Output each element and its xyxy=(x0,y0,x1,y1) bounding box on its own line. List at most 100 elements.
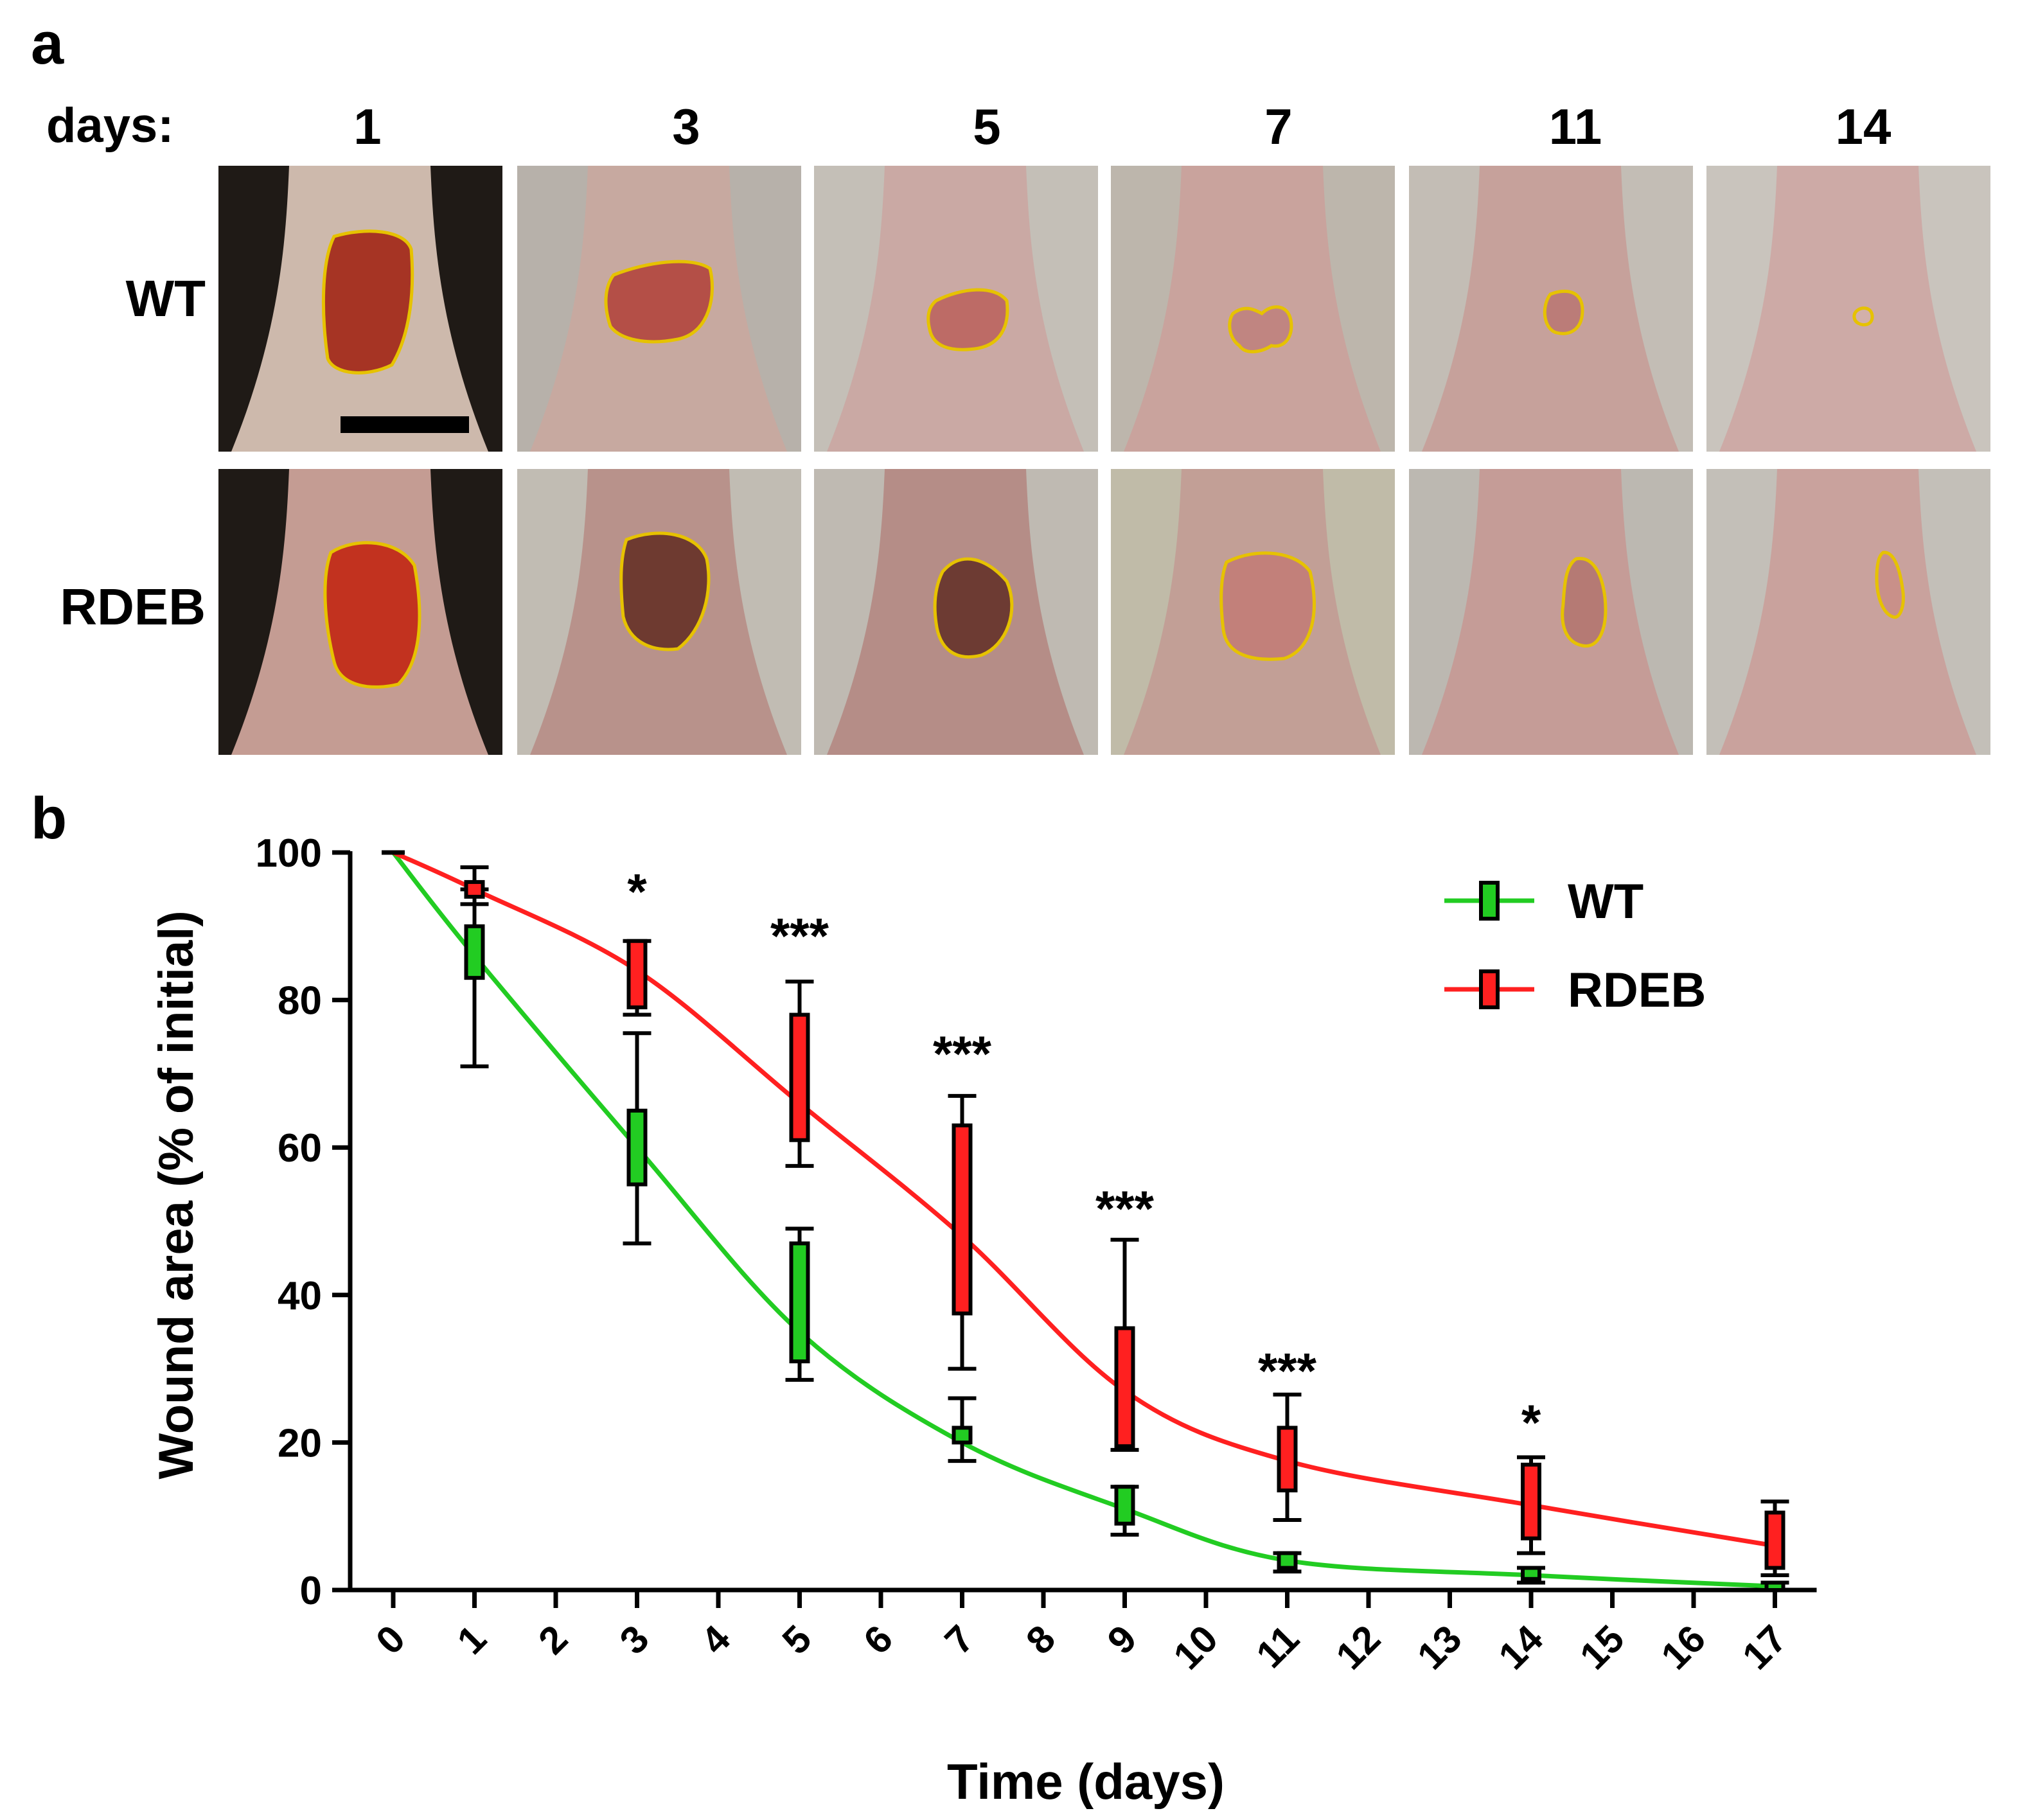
wound-photo xyxy=(218,166,502,452)
wound-outline xyxy=(1228,305,1293,353)
x-tick-label: 6 xyxy=(855,1617,901,1663)
box-plot-rdeb xyxy=(460,865,489,906)
y-tick-label: 20 xyxy=(278,1421,322,1465)
y-tick-label: 0 xyxy=(300,1569,322,1613)
significance-star: *** xyxy=(770,907,829,964)
wound-photo xyxy=(517,166,801,452)
y-tick-label: 60 xyxy=(278,1126,322,1171)
box xyxy=(1764,1580,1785,1593)
box xyxy=(952,1426,973,1445)
x-tick-label: 16 xyxy=(1653,1617,1714,1678)
x-tick-label: 15 xyxy=(1572,1617,1633,1678)
wound-photo xyxy=(1409,469,1693,755)
wound-photo xyxy=(814,469,1098,755)
x-tick-label: 8 xyxy=(1018,1617,1063,1663)
x-tick-label: 4 xyxy=(693,1616,738,1662)
box-plot-rdeb xyxy=(1760,1499,1789,1578)
wound-outline xyxy=(323,541,421,689)
box xyxy=(1764,1510,1785,1570)
x-tick-label: 13 xyxy=(1409,1617,1470,1678)
box xyxy=(1114,1485,1135,1526)
box-plot-wt xyxy=(1517,1566,1545,1585)
x-tick-label: 14 xyxy=(1491,1616,1552,1677)
x-tick-label: 12 xyxy=(1328,1617,1389,1678)
x-tick-label: 5 xyxy=(774,1617,820,1663)
x-tick-label: 11 xyxy=(1248,1617,1307,1676)
row-label-rdeb: RDEB xyxy=(60,578,206,635)
scale-bar xyxy=(341,416,469,433)
box-plot-wt xyxy=(1273,1551,1302,1574)
wound-photo xyxy=(814,166,1098,452)
box-plot-rdeb xyxy=(1273,1392,1302,1522)
x-tick-label: 2 xyxy=(530,1617,576,1663)
box xyxy=(626,939,648,1010)
wound-outline xyxy=(619,531,711,651)
wound-outline xyxy=(1875,551,1905,619)
box-plot-wt xyxy=(1760,1580,1789,1593)
x-axis-label: Time (days) xyxy=(947,1753,1225,1810)
significance-star: *** xyxy=(933,1025,992,1082)
legend-label: RDEB xyxy=(1568,963,1706,1018)
significance-star: * xyxy=(1521,1394,1541,1451)
significance-markers: ************** xyxy=(627,863,1541,1451)
wound-photo xyxy=(1111,469,1395,755)
wound-photo xyxy=(218,469,502,755)
legend-label: WT xyxy=(1568,874,1643,929)
day-header: 5 xyxy=(973,98,1001,155)
x-tick-label: 9 xyxy=(1099,1617,1145,1663)
wound-outline xyxy=(926,288,1009,351)
wound-photo xyxy=(1409,166,1693,452)
box xyxy=(626,1108,648,1187)
x-tick-label: 3 xyxy=(612,1617,657,1663)
mouse-limb xyxy=(1719,469,1976,755)
box-plot-rdeb xyxy=(1517,1455,1545,1555)
days-label: days: xyxy=(46,98,174,153)
wound-outline xyxy=(604,260,714,344)
significance-star: * xyxy=(627,863,647,919)
box xyxy=(952,1123,973,1316)
wound-outline xyxy=(1543,289,1584,335)
legend-box xyxy=(1479,969,1500,1009)
significance-star: *** xyxy=(1095,1180,1155,1237)
box-plot-wt xyxy=(785,1226,814,1382)
box xyxy=(464,924,485,980)
wound-outline xyxy=(933,557,1014,659)
wound-photo xyxy=(1706,166,1990,452)
wound-outline xyxy=(321,229,414,375)
box xyxy=(1521,1566,1541,1581)
x-tick-label: 7 xyxy=(937,1617,982,1663)
box-plot-rdeb xyxy=(785,979,814,1168)
wound-outline xyxy=(1219,551,1316,661)
box-plot-wt xyxy=(1110,1485,1139,1537)
x-tick-label: 0 xyxy=(368,1617,413,1663)
mouse-limb xyxy=(1719,166,1976,452)
day-header: 7 xyxy=(1264,98,1293,155)
box xyxy=(1277,1551,1298,1570)
box-plot-wt xyxy=(948,1396,977,1463)
box xyxy=(464,879,485,899)
legend-box xyxy=(1479,881,1500,921)
chart-legend: WT RDEB xyxy=(1444,874,1706,1018)
x-tick-label: 10 xyxy=(1165,1617,1227,1678)
day-header: 1 xyxy=(353,98,382,155)
wound-photo xyxy=(1706,469,1990,755)
row-label-wt: WT xyxy=(125,270,206,327)
box-plot-rdeb xyxy=(623,939,651,1017)
box xyxy=(1521,1462,1541,1541)
box-plot-wt xyxy=(460,887,489,1068)
wound-outline xyxy=(1852,306,1874,326)
significance-star: *** xyxy=(1258,1343,1317,1399)
y-tick-label: 80 xyxy=(278,979,322,1023)
box xyxy=(789,1241,810,1364)
box xyxy=(1114,1326,1135,1449)
y-tick-label: 40 xyxy=(278,1274,322,1318)
panel-a-letter: a xyxy=(31,11,64,76)
wound-photo xyxy=(517,469,801,755)
series-line-rdeb xyxy=(392,850,1776,1548)
panel-b-letter: b xyxy=(31,786,67,851)
wound-outline xyxy=(1561,556,1608,648)
box-plot-rdeb xyxy=(1110,1237,1139,1452)
box-plot-wt xyxy=(623,1031,651,1246)
